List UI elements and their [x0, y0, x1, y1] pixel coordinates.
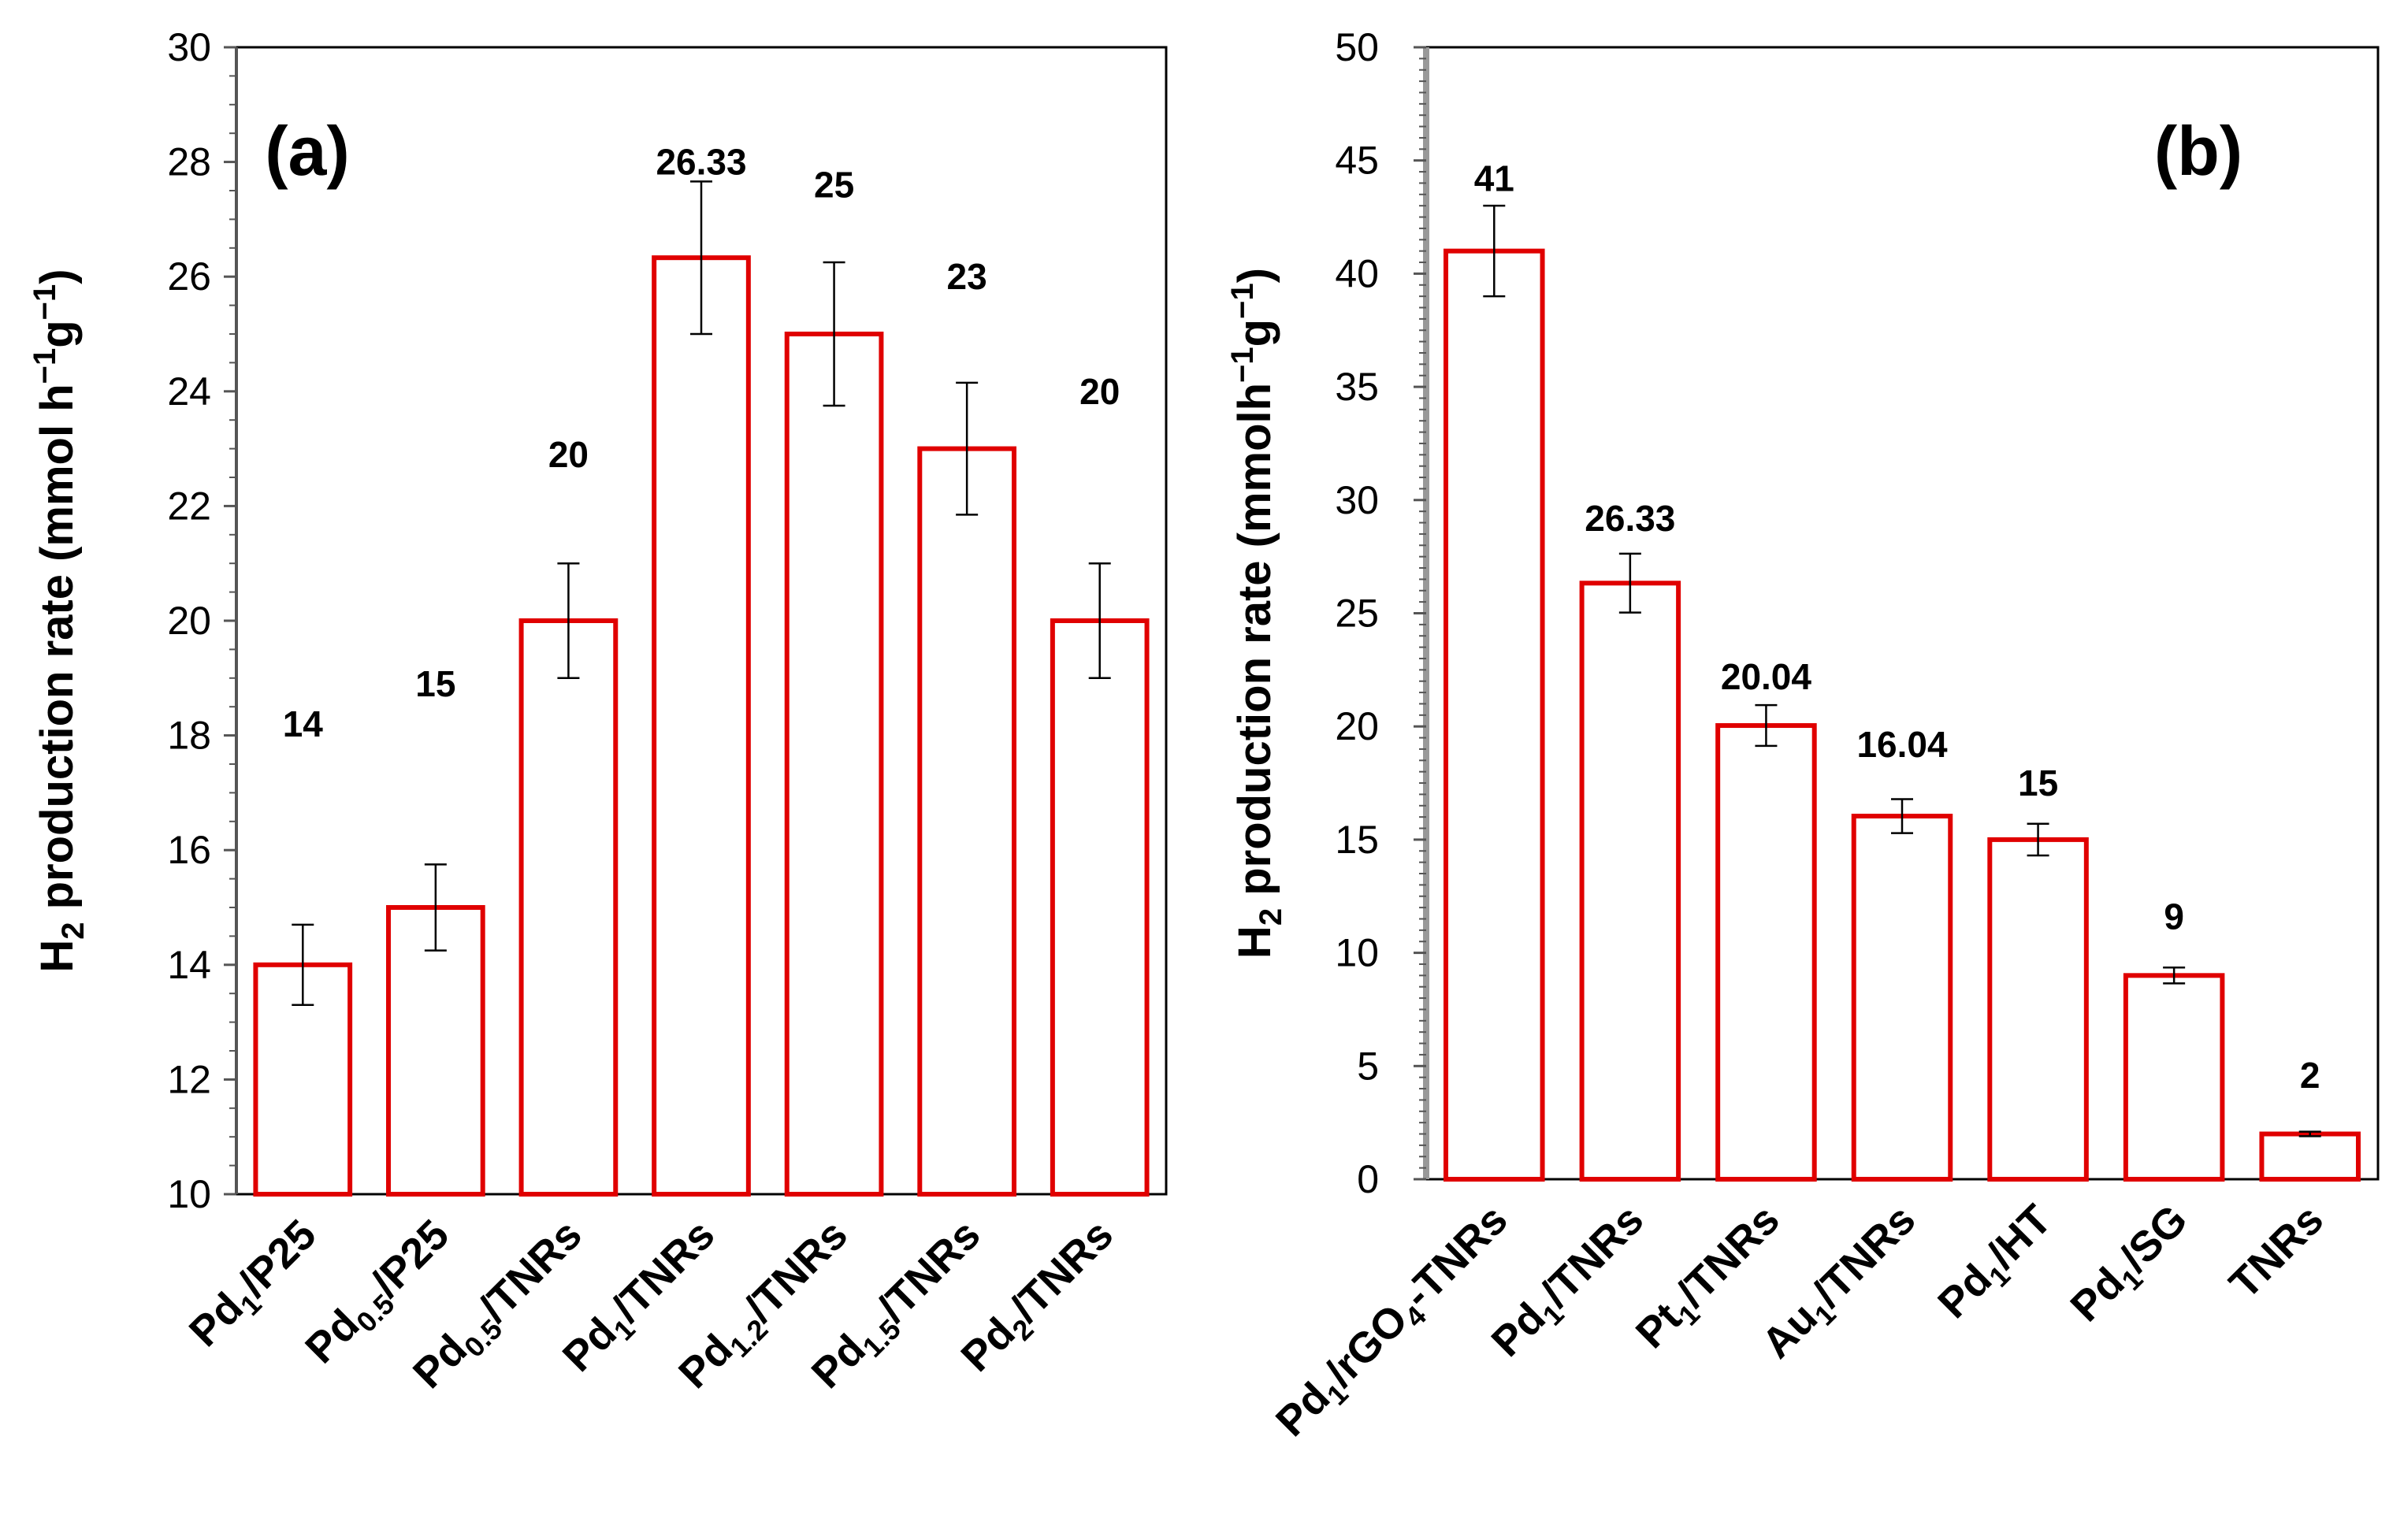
data-label: 41 [1474, 158, 1514, 199]
error-bar [956, 381, 979, 516]
y-tick-label: 50 [1335, 25, 1379, 69]
error-bar [424, 863, 447, 952]
error-bar [1755, 703, 1778, 748]
error-bar [690, 180, 712, 336]
y-tick-label: 24 [167, 369, 211, 414]
y-tick-label: 20 [1335, 704, 1379, 748]
bar [2259, 1131, 2361, 1182]
error-bar [292, 923, 314, 1007]
error-bar [1891, 798, 1913, 834]
bar [917, 446, 1016, 1197]
y-tick-label: 10 [167, 1172, 211, 1216]
y-tick-label: 0 [1357, 1157, 1379, 1201]
data-label: 14 [283, 703, 324, 744]
data-label: 26.33 [656, 142, 746, 183]
error-bar [1483, 204, 1506, 298]
y-axis-title: H2 production rate (mmolh−1g−1) [1225, 268, 1288, 959]
y-tick-label: 18 [167, 714, 211, 758]
y-tick-label: 15 [1335, 818, 1379, 862]
data-label: 20 [1079, 371, 1120, 412]
y-tick-label: 5 [1357, 1044, 1379, 1088]
error-bar [2163, 967, 2186, 985]
bar [652, 255, 751, 1197]
data-label: 15 [415, 663, 455, 704]
error-bar [2027, 822, 2049, 857]
data-label: 2 [2300, 1055, 2320, 1096]
bar [1444, 248, 1545, 1182]
y-axis-title: H2 production rate (mmol h−1g−1) [28, 269, 91, 972]
data-label: 20.04 [1721, 656, 1812, 697]
bar [1715, 723, 1817, 1182]
y-tick-label: 45 [1335, 139, 1379, 183]
y-tick-label: 12 [167, 1057, 211, 1101]
bar [2123, 973, 2225, 1182]
data-label: 16.04 [1856, 724, 1948, 765]
bar [386, 905, 485, 1197]
error-bar [2298, 1130, 2321, 1137]
data-label: 9 [2164, 896, 2184, 937]
y-tick-label: 25 [1335, 592, 1379, 636]
error-bar [557, 562, 580, 680]
error-bar [1618, 552, 1641, 614]
y-tick-label: 35 [1335, 365, 1379, 409]
y-tick-label: 26 [167, 254, 211, 299]
data-label: 26.33 [1585, 498, 1675, 539]
y-tick-label: 30 [1335, 478, 1379, 522]
error-bar [1088, 562, 1111, 680]
y-tick-label: 22 [167, 484, 211, 528]
y-tick-label: 14 [167, 943, 211, 987]
bar [784, 332, 884, 1197]
y-tick-label: 40 [1335, 251, 1379, 295]
y-tick-label: 10 [1335, 931, 1379, 975]
error-bar [823, 261, 845, 407]
data-label: 25 [814, 165, 854, 206]
y-tick-label: 16 [167, 828, 211, 872]
bar [1987, 837, 2089, 1182]
data-label: 15 [2018, 763, 2058, 803]
bar [518, 618, 619, 1197]
panel-label: (a) [265, 112, 350, 190]
data-label: 20 [548, 434, 589, 475]
data-label: 23 [947, 256, 987, 297]
y-tick-label: 30 [167, 25, 211, 69]
panel-label: (b) [2154, 112, 2242, 190]
y-tick-label: 20 [167, 599, 211, 643]
bar [1851, 814, 1953, 1182]
bar [1050, 618, 1150, 1197]
bar [1579, 581, 1681, 1182]
y-tick-label: 28 [167, 140, 211, 184]
